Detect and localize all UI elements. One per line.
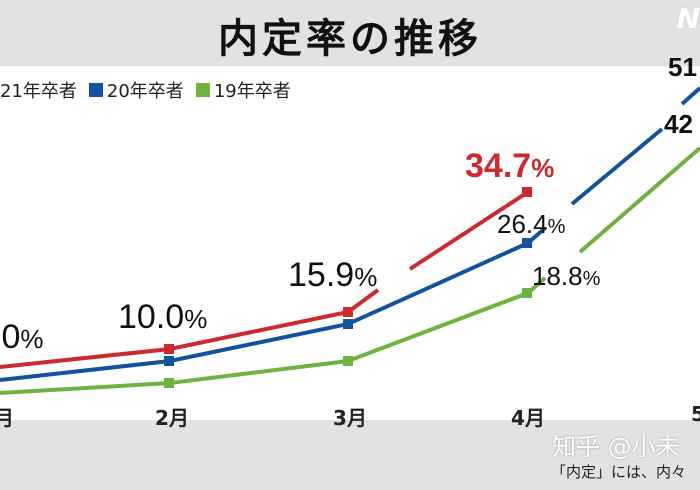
label-20-apr: 26.4% [497, 209, 566, 239]
watermark: 知乎 @小未 [552, 433, 680, 461]
broadcaster-logo: N [676, 2, 700, 35]
series-line-19 [0, 276, 547, 395]
x-tick-jan: 月 [0, 406, 14, 430]
legend-item-19: 19年卒者 [195, 77, 291, 103]
title-bar: 内定率の推移 N [0, 0, 700, 66]
legend-swatch-19 [195, 83, 210, 97]
series-line-21-upper [408, 190, 530, 271]
marker-20-mar [343, 319, 353, 329]
series-line-21 [0, 288, 380, 369]
legend-item-21: 21年卒者 [0, 77, 77, 103]
chart-title: 内定率の推移 [218, 16, 482, 62]
label-20-may: 51 [668, 52, 697, 82]
legend-label-21: 21年卒者 [0, 81, 77, 102]
series-line-20-upper [680, 86, 700, 106]
legend-label-19: 19年卒者 [213, 81, 291, 102]
label-19-may: 42 [664, 109, 693, 139]
marker-21-apr [522, 187, 532, 197]
x-axis-band [0, 420, 700, 490]
label-21-jan: .0% [0, 318, 43, 356]
legend-label-20: 20年卒者 [106, 81, 184, 102]
marker-21-mar [343, 307, 353, 317]
legend-item-20: 20年卒者 [88, 77, 184, 103]
marker-19-apr [522, 288, 532, 298]
label-19-apr: 18.8% [532, 261, 601, 291]
legend: 21年卒者 20年卒者 19年卒者 [0, 78, 303, 102]
x-tick-feb: 2月 [155, 406, 189, 430]
label-21-apr: 34.7% [465, 147, 554, 185]
marker-19-mar [343, 356, 353, 366]
marker-20-feb [164, 356, 174, 366]
series-line-19-upper [578, 146, 700, 254]
label-21-mar: 15.9% [288, 256, 377, 294]
marker-21-feb [164, 344, 174, 354]
x-tick-mar: 3月 [333, 406, 367, 430]
legend-swatch-20 [88, 83, 103, 97]
series-line-20-mid [570, 127, 664, 206]
x-tick-apr: 4月 [511, 406, 545, 430]
x-tick-may: 5 [691, 402, 700, 426]
label-21-feb: 10.0% [118, 298, 207, 336]
marker-20-apr [522, 238, 532, 248]
marker-19-feb [164, 378, 174, 388]
footnote: 「内定」には、内々 [551, 463, 687, 481]
